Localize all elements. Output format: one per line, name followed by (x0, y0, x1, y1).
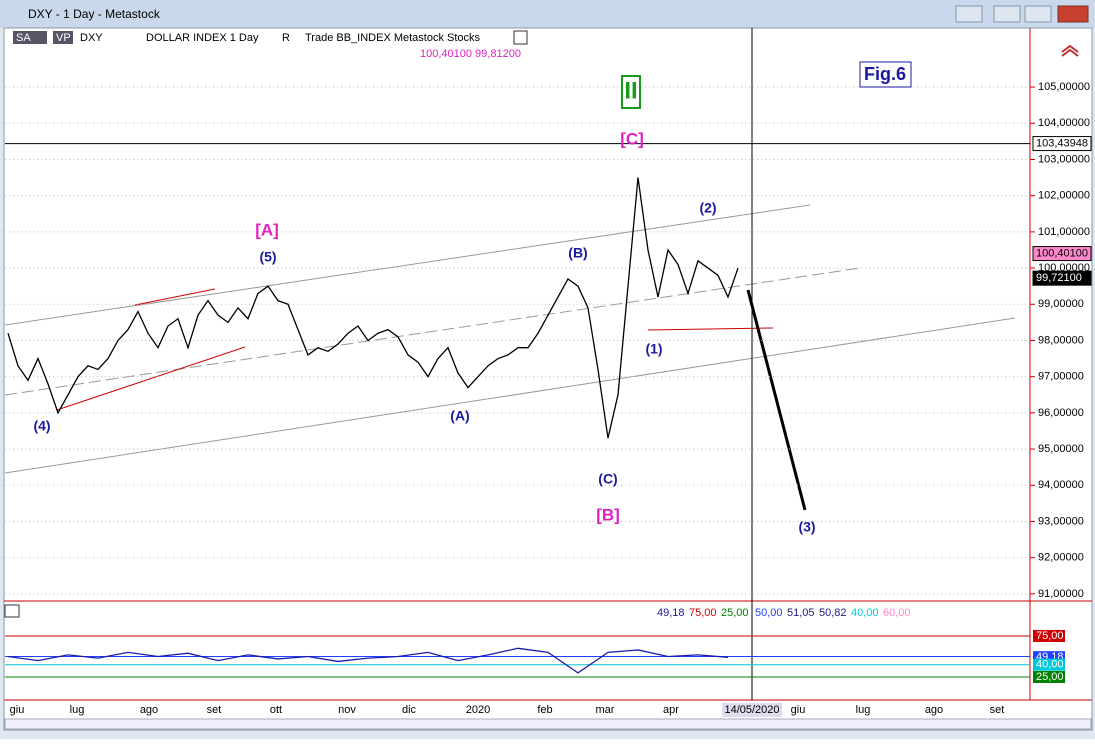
x-tick-label: lug (856, 704, 871, 716)
x-tick-label: set (207, 704, 222, 716)
title-bar (0, 0, 1095, 28)
pane-close[interactable] (4, 604, 20, 618)
maximize-button[interactable] (1024, 5, 1052, 23)
restore-button[interactable] (955, 5, 983, 23)
fig-box (859, 61, 912, 88)
trend-line (134, 288, 216, 306)
indicator-value: 60,00 (883, 607, 911, 619)
icon-glyph (1061, 44, 1079, 57)
indicator-value: 51,05 (787, 607, 815, 619)
indicator-value: 75,00 (689, 607, 717, 619)
channel-upper (4, 204, 811, 326)
toolbar-item: Trade BB_INDEX Metastock Stocks (305, 32, 481, 44)
wave-label: (C) (598, 471, 617, 487)
x-tick-label: ago (140, 704, 158, 716)
x-tick-label: lug (70, 704, 85, 716)
y-tick-label: 103,00000 (1038, 153, 1090, 165)
indicator-tag-label: 25,00 (1036, 671, 1064, 683)
channel-middle (4, 267, 861, 396)
toolbar-item: DXY (80, 32, 103, 44)
wave-label: (2) (699, 200, 716, 216)
wave-label: (3) (798, 519, 815, 535)
wave-label: II (624, 77, 637, 104)
indicator-value: 50,00 (755, 607, 783, 619)
cursor-date-box (722, 703, 782, 717)
trend-line (56, 346, 246, 411)
toolbar-button[interactable] (13, 31, 47, 44)
price-tag (1032, 270, 1092, 286)
price-tag-label: 100,40100 (1036, 247, 1088, 259)
indicator-value: 50,82 (819, 607, 847, 619)
wave-label: (5) (259, 249, 276, 265)
toolbar-item: R (282, 32, 290, 44)
wave-box (621, 75, 641, 109)
y-tick-label: 104,00000 (1038, 117, 1090, 129)
indicator-tag (1033, 629, 1065, 642)
toolbar-item: VP (56, 32, 71, 44)
wave-label: [A] (255, 220, 279, 239)
channel-lower (4, 317, 1016, 474)
y-tick-label: 99,00000 (1038, 298, 1084, 310)
projection-line (746, 289, 807, 511)
y-tick-label: 97,00000 (1038, 371, 1084, 383)
price-tag (1032, 246, 1092, 262)
y-tick-label: 95,00000 (1038, 443, 1084, 455)
wave-label: (1) (645, 341, 662, 357)
fig-label: Fig.6 (864, 64, 906, 84)
indicator-tag-label: 75,00 (1036, 630, 1064, 642)
toolbar-item: DOLLAR INDEX 1 Day (146, 32, 259, 44)
price-tag-label: 99,72100 (1036, 272, 1082, 284)
close-button[interactable] (1057, 5, 1089, 23)
toolbar-quote: 100,40100 99,81200 (420, 48, 521, 60)
x-tick-label: 14/05/2020 (724, 704, 779, 716)
indicator-tag (1033, 658, 1065, 671)
toolbar-button[interactable] (53, 31, 73, 44)
indicator-tag (1033, 670, 1065, 683)
x-tick-label: nov (338, 704, 356, 716)
window-title: DXY - 1 Day - Metastock (28, 7, 161, 21)
x-tick-label: feb (537, 704, 552, 716)
indicator-value: 49,18 (657, 607, 685, 619)
oscillator-line (7, 647, 729, 674)
y-tick-label: 93,00000 (1038, 515, 1084, 527)
x-tick-label: giu (10, 704, 25, 716)
y-tick-label: 91,00000 (1038, 588, 1084, 600)
minimize-button[interactable] (993, 5, 1021, 23)
price-tag-label: 103,43948 (1036, 137, 1088, 149)
wave-label: [C] (620, 129, 644, 148)
price-line (7, 177, 739, 439)
toolbar-close[interactable] (513, 30, 528, 45)
wave-label: (B) (568, 245, 587, 261)
y-tick-label: 92,00000 (1038, 552, 1084, 564)
y-tick-label: 98,00000 (1038, 334, 1084, 346)
x-tick-label: 2020 (466, 704, 490, 716)
x-tick-label: apr (663, 704, 679, 716)
y-tick-label: 96,00000 (1038, 407, 1084, 419)
chart-area (3, 27, 1093, 731)
x-tick-label: mar (596, 704, 615, 716)
y-tick-label: 105,00000 (1038, 81, 1090, 93)
y-tick-label: 94,00000 (1038, 479, 1084, 491)
scrollbar[interactable] (4, 718, 1092, 730)
indicator-tag-label: 40,00 (1036, 659, 1064, 671)
price-tag (1032, 136, 1092, 152)
y-tick-label: 101,00000 (1038, 226, 1090, 238)
x-tick-label: ott (270, 704, 282, 716)
indicator-value: 40,00 (851, 607, 879, 619)
indicator-value: 25,00 (721, 607, 749, 619)
x-tick-label: dic (402, 704, 417, 716)
y-tick-label: 102,00000 (1038, 190, 1090, 202)
x-tick-label: giu (791, 704, 806, 716)
toolbar-item: SA (16, 32, 31, 44)
x-tick-label: set (990, 704, 1005, 716)
wave-label: (A) (450, 408, 469, 424)
x-tick-label: ago (925, 704, 943, 716)
wave-label: [B] (596, 505, 620, 524)
wave-label: (4) (33, 418, 50, 434)
